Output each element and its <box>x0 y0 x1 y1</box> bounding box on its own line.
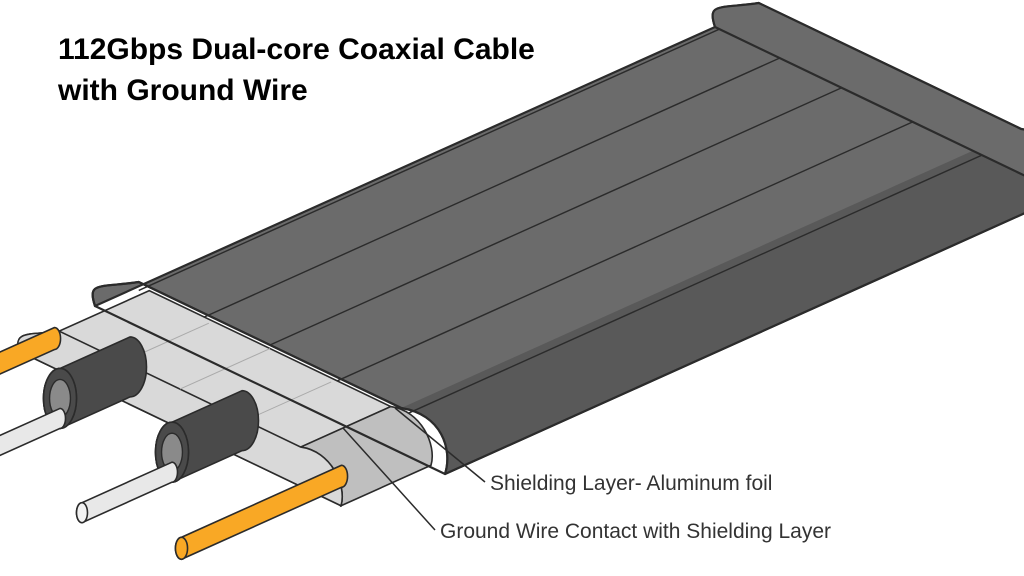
label-shielding: Shielding Layer- Aluminum foil <box>490 472 772 496</box>
label-ground-wire: Ground Wire Contact with Shielding Layer <box>440 520 831 544</box>
